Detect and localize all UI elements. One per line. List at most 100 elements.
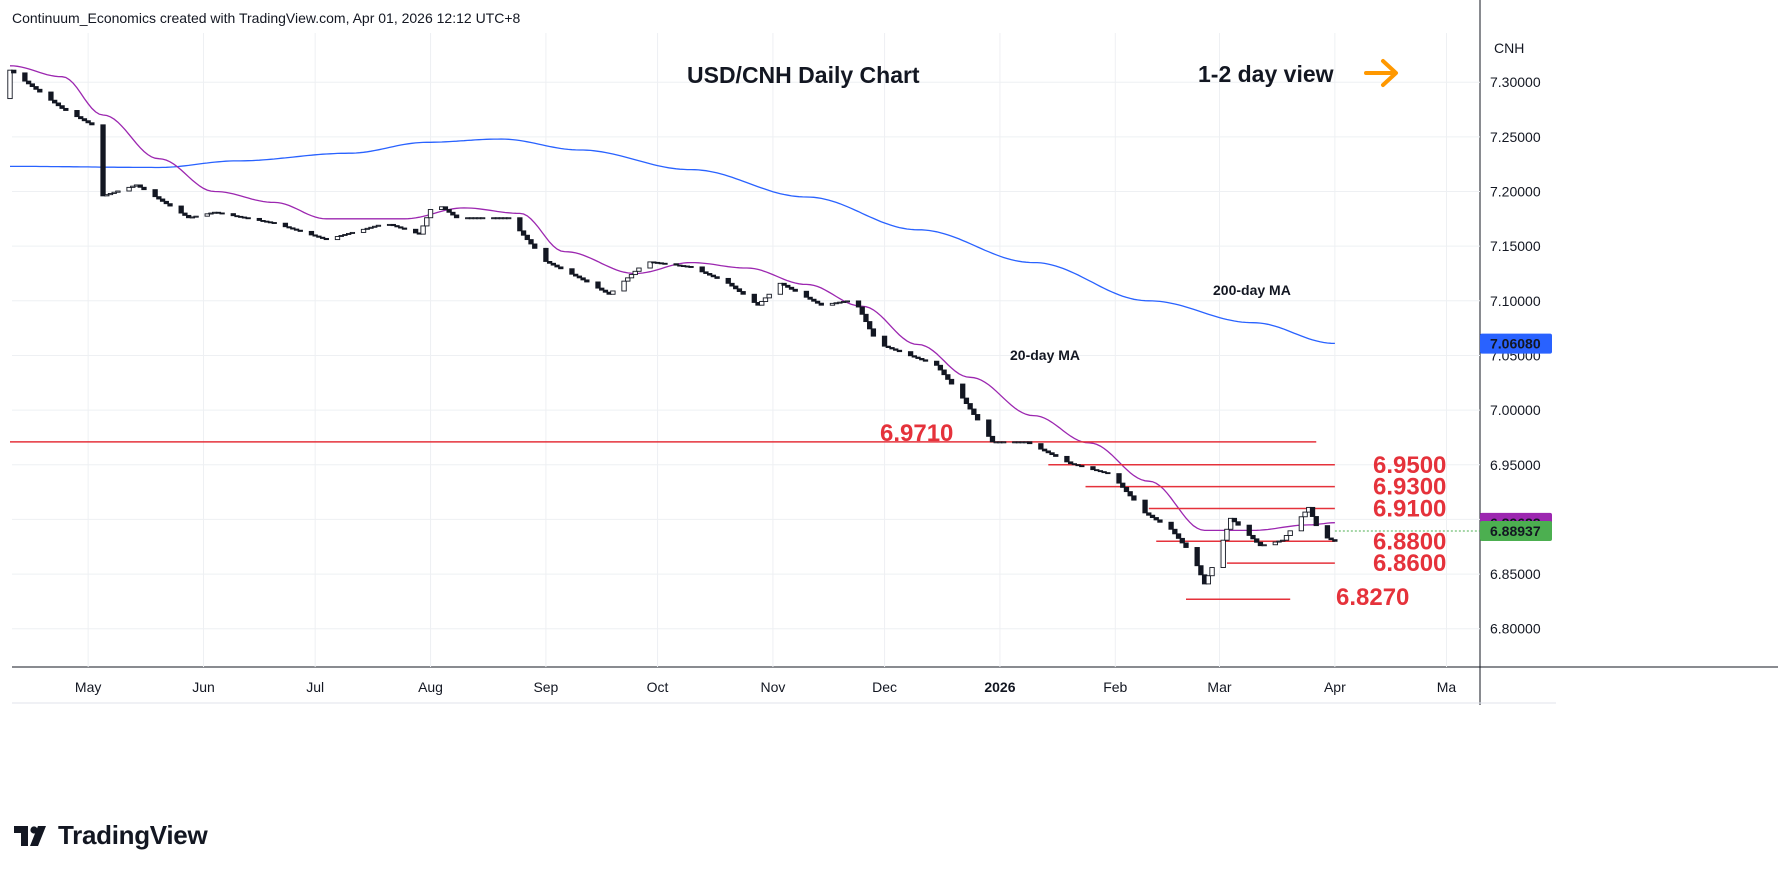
candle-body [688, 266, 694, 268]
y-tick-label: 7.20000 [1490, 184, 1541, 200]
candle-body [1127, 491, 1133, 497]
candle [349, 231, 356, 234]
candle-body [1131, 495, 1137, 501]
x-tick-label: Nov [760, 679, 785, 695]
ma200-line [10, 138, 1335, 345]
candle-body [1272, 541, 1278, 546]
candle [74, 110, 80, 118]
candle-body [450, 211, 456, 216]
candle-body [453, 214, 460, 219]
candle [446, 209, 452, 213]
candle-body [945, 374, 951, 380]
candle-body [1298, 516, 1305, 532]
candle [290, 227, 296, 230]
candle [364, 227, 370, 230]
candle [948, 378, 955, 385]
candle-body [907, 351, 914, 357]
tradingview-logo[interactable]: TradingView [14, 820, 208, 851]
candle [1224, 528, 1230, 541]
candle-body [1123, 486, 1130, 493]
candle [1079, 465, 1085, 468]
candle [855, 300, 862, 308]
candle [442, 206, 449, 210]
candle [1157, 519, 1163, 523]
candle [1097, 470, 1104, 473]
candle-body [1261, 544, 1267, 547]
candle-body [130, 185, 136, 188]
candle-body [673, 263, 679, 266]
candle-body [710, 274, 717, 278]
candle-body [1120, 482, 1126, 488]
candle-body [506, 217, 512, 220]
candle [1149, 514, 1156, 519]
candle [11, 69, 17, 74]
candle-body [290, 227, 296, 230]
view-label: 1-2 day view [1198, 61, 1334, 87]
candle-body [1172, 528, 1178, 535]
candle [89, 122, 95, 126]
candle [100, 124, 106, 197]
candle [1038, 443, 1044, 450]
candle [323, 237, 329, 241]
candle-body [967, 403, 973, 410]
candle-body [922, 359, 929, 362]
candle-body [762, 297, 769, 302]
candle [759, 301, 765, 306]
candle [412, 228, 419, 234]
candle-body [293, 228, 300, 231]
candle-body [81, 118, 88, 122]
last-price-tag-text: 6.88937 [1490, 523, 1541, 539]
candle [25, 80, 32, 85]
candle-body [986, 419, 992, 437]
candle [829, 302, 836, 306]
candle [859, 306, 865, 315]
candle-body [974, 414, 981, 421]
candle-body [11, 69, 17, 74]
candle [85, 120, 91, 124]
candle [163, 200, 169, 205]
candle-body [346, 232, 352, 235]
candle [792, 288, 798, 292]
candle [338, 235, 344, 237]
candle-body [1209, 567, 1215, 577]
candle [1027, 441, 1033, 445]
candle [1324, 525, 1331, 539]
candle [781, 282, 787, 286]
candle [762, 297, 769, 302]
candle-body [1157, 519, 1163, 523]
candle [610, 290, 616, 295]
candle-body [89, 122, 95, 126]
candle [699, 266, 705, 273]
candle [178, 205, 184, 214]
candle [1045, 450, 1051, 454]
candle-body [814, 300, 821, 304]
candle-body [625, 277, 631, 282]
candle [550, 262, 556, 266]
candle-body [1313, 516, 1319, 527]
candle-body [312, 234, 318, 237]
candle [971, 408, 977, 415]
candle [1313, 516, 1319, 527]
level-label: 6.9500 [1373, 452, 1446, 479]
candle-body [1041, 448, 1048, 452]
x-tick-label: Dec [872, 679, 897, 695]
x-tick-label: Sep [533, 679, 558, 695]
candle [230, 213, 236, 217]
candle-body [107, 192, 114, 196]
candle [219, 212, 225, 215]
candle [1209, 567, 1215, 577]
candle [37, 88, 43, 93]
candle-body [401, 227, 408, 230]
candle-body [971, 408, 977, 415]
candle [1283, 535, 1290, 541]
candle [479, 217, 486, 220]
candle-body [204, 213, 210, 217]
candle-body [520, 230, 527, 236]
candle-body [736, 288, 743, 292]
y-tick-label: 6.85000 [1490, 566, 1541, 582]
candle [1287, 530, 1293, 536]
candle [1183, 542, 1189, 548]
candle [33, 86, 39, 90]
candle-body [595, 281, 601, 289]
